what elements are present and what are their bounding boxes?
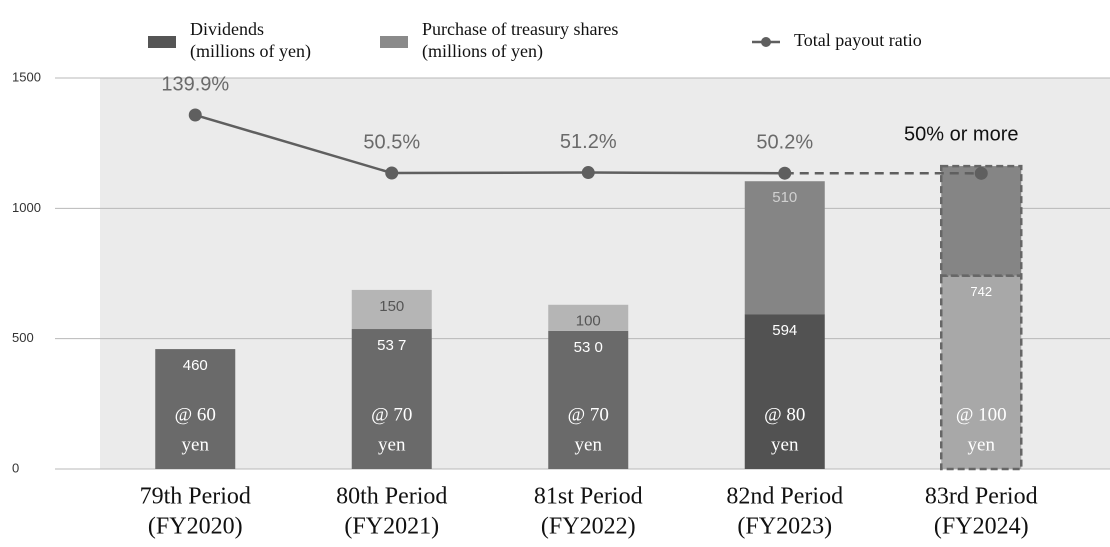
legend-swatch — [380, 36, 408, 48]
legend-label: (millions of yen) — [190, 41, 311, 62]
bar-note: yen — [378, 434, 406, 455]
line-value-label: 50.5% — [363, 131, 420, 153]
bar-segment — [548, 330, 629, 469]
line-point — [385, 166, 399, 180]
x-tick-label: 80th Period — [336, 484, 447, 510]
bar-note: yen — [771, 434, 799, 455]
x-tick-label: (FY2020) — [148, 514, 243, 540]
bar-value-label: 150 — [379, 298, 404, 315]
y-tick-label: 1000 — [12, 200, 41, 215]
bar-segment — [548, 304, 629, 331]
x-tick-label: (FY2022) — [541, 514, 636, 540]
x-tick-label: (FY2023) — [737, 514, 832, 540]
x-tick-label: (FY2024) — [934, 514, 1029, 540]
bar-note: yen — [575, 434, 603, 455]
bar-note: yen — [968, 434, 996, 455]
y-tick-label: 1500 — [12, 69, 41, 84]
line-segment — [588, 171, 785, 175]
bar-note: @ 80 — [764, 404, 805, 425]
line-point — [188, 108, 202, 122]
line-segment — [194, 113, 393, 175]
line-value-label: 139.9% — [161, 73, 229, 95]
bar-segment — [351, 329, 432, 469]
line-value-label: 50% or more — [904, 124, 1019, 146]
bar-segment — [744, 181, 825, 315]
bar-value-label: 100 — [576, 313, 601, 330]
line-value-label: 50.2% — [756, 131, 813, 153]
x-tick-label: (FY2021) — [344, 514, 439, 540]
y-tick-label: 0 — [12, 460, 19, 475]
bar-value-label: 53 7 — [377, 337, 406, 354]
legend-label: Total payout ratio — [794, 30, 922, 50]
bar-segment — [155, 349, 236, 469]
legend-marker — [761, 37, 771, 47]
bar-note: @ 70 — [371, 404, 412, 425]
legend-swatch — [148, 36, 176, 48]
x-tick-label: 81st Period — [534, 484, 643, 510]
line-point — [974, 166, 988, 180]
bar-value-label: 460 — [183, 357, 208, 374]
bar-segment — [744, 314, 825, 469]
bar-value-label: 742 — [970, 284, 992, 299]
bar-value-label: 53 0 — [574, 339, 603, 356]
line-value-label: 51.2% — [560, 131, 617, 153]
y-tick-label: 500 — [12, 330, 34, 345]
bar-segment — [940, 164, 1023, 277]
bar-note: @ 60 — [175, 404, 216, 425]
x-tick-label: 79th Period — [140, 484, 251, 510]
bar-segment — [351, 289, 432, 330]
bar-value-label: 510 — [772, 189, 797, 206]
bar-value-label: 594 — [772, 322, 797, 339]
line-point — [581, 166, 595, 180]
x-tick-label: 83rd Period — [925, 484, 1038, 510]
bar-note: @ 100 — [956, 404, 1007, 425]
x-tick-label: 82nd Period — [726, 484, 843, 510]
legend-label: Purchase of treasury shares — [422, 19, 618, 39]
legend-label: Dividends — [190, 19, 264, 39]
bar-note: yen — [182, 434, 210, 455]
bar-note: @ 70 — [568, 404, 609, 425]
line-point — [778, 166, 792, 180]
legend-label: (millions of yen) — [422, 41, 543, 62]
